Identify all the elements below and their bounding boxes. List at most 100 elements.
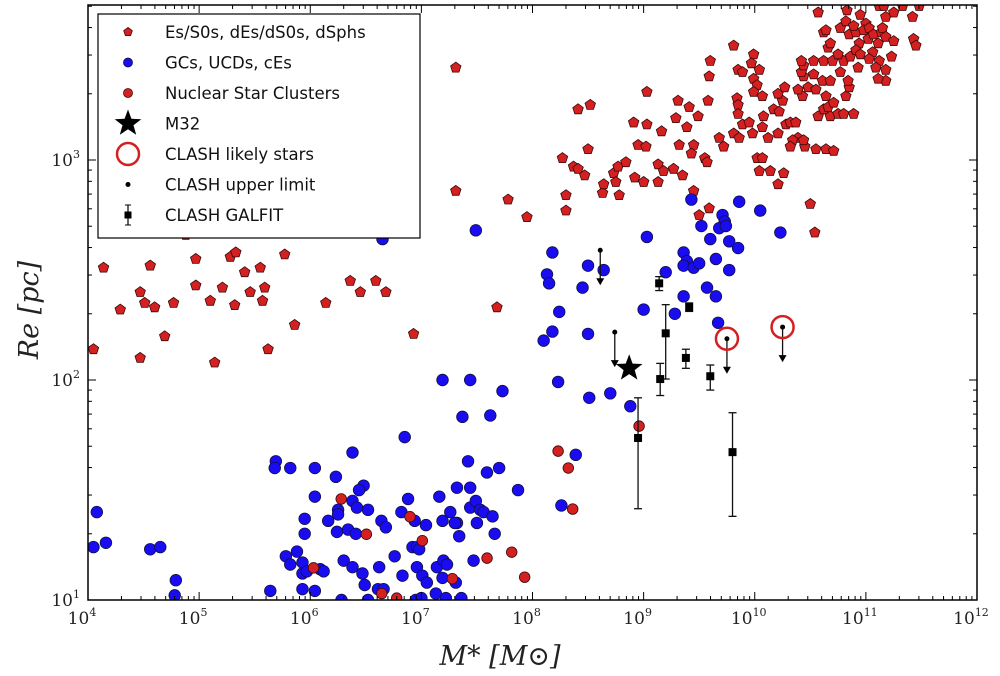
gc-ucd-point [329,470,343,484]
galaxy-point [701,156,713,168]
m32-star [615,354,643,380]
gc-ucd-point [719,219,733,233]
galaxy-point [681,121,693,133]
gc-ucd-point [480,466,494,479]
galaxy-point [702,94,714,106]
galaxy-point [820,90,832,101]
galaxy-point [777,167,790,179]
galaxy-point [757,110,770,122]
galaxy-point [229,299,241,311]
gc-ucd-point [455,591,468,600]
gc-ucd-point [453,529,466,543]
legend-label: M32 [165,115,200,134]
tick-base: 10 [401,609,423,629]
y-axis-label: Re [pc] [14,260,45,360]
galaxy-point [897,5,908,11]
legend-entry: CLASH upper limit [125,176,316,195]
galaxy-point [762,131,774,143]
galaxy-point [746,127,759,139]
gc-ucd-point [469,224,483,237]
galaxy-point [652,158,664,170]
legend-label: CLASH GALFIT [165,206,284,225]
gc-ucd-point [433,490,446,503]
tick-exponent: 6 [312,606,319,619]
galaxy-point [820,143,832,155]
galaxy-point [88,343,100,355]
x-tick-label: 107 [401,606,430,629]
galaxy-point [279,248,291,260]
galaxy-point [491,301,503,313]
gc-ucd-point [88,540,100,554]
galaxy-point [288,318,301,330]
legend-dot-icon [125,182,131,187]
gc-ucd-point [456,410,469,424]
galaxy-point [673,139,685,150]
gc-ucd-point [396,569,409,582]
galaxy-point [764,165,776,176]
x-tick-label: 1012 [953,606,989,629]
galaxy-point [745,57,758,69]
legend-star-icon [114,109,142,135]
galaxy-point [521,211,533,223]
gc-ucd-point [284,461,297,475]
gc-ucd-point [774,226,787,239]
tick-base: 10 [953,609,975,629]
galaxy-point [610,176,622,187]
galaxy-point [847,19,860,31]
gc-ucd-point [356,567,369,580]
upper-limit-arrowhead [610,360,619,368]
galaxy-point [139,296,151,308]
tick-exponent: 8 [534,606,541,619]
galaxy-point [259,281,271,293]
galaxy-point [572,162,584,174]
galaxy-point [870,61,882,73]
tick-exponent: 7 [423,606,430,619]
gc-ucd-point [330,525,344,539]
galaxy-point [596,187,609,198]
gc-ucd-point [555,499,568,512]
galaxy-point [114,303,126,315]
gc-ucd-point [358,578,371,592]
gc-ucd-point [709,252,723,266]
galaxy-point [629,171,641,183]
nsc-point [307,562,320,574]
galaxy-point [910,39,922,51]
galaxy-point [772,178,784,190]
gc-ucd-point [583,391,596,405]
gc-ucd-point [346,446,359,459]
galaxy-point [637,176,650,187]
gc-ucd-point [317,565,330,578]
galaxy-point [582,143,594,155]
nsc-point [633,420,645,432]
galaxy-point [216,281,229,293]
galaxy-point [792,83,804,95]
galaxy-point [807,54,820,66]
gc-ucd-point [168,589,181,600]
gc-ucd-point [581,327,595,341]
axis-ticks [87,5,978,601]
gc-ucd-point [695,219,708,233]
gc-ucd-point [444,505,457,519]
likely-star-ring [714,326,740,351]
tick-exponent: 11 [864,606,878,619]
gc-ucd-point [463,481,477,494]
gc-ucd-point [659,266,672,279]
galaxy-point [640,140,652,152]
galaxy-point [641,85,653,97]
galaxy-point [450,184,462,196]
galaxy-point [254,261,266,273]
galaxy-point [827,144,840,156]
galaxy-point [670,112,682,123]
x-tick-label: 104 [68,606,97,629]
tick-base: 10 [842,609,864,629]
galaxy-point [584,98,596,110]
galaxy-point [687,139,700,150]
upper-limit-arrowhead [778,355,787,363]
galaxy-point [790,116,802,128]
tick-base: 10 [51,371,73,391]
galfit-point [656,375,665,384]
galaxy-point [344,274,356,286]
galaxy-point [717,140,730,152]
galaxy-point [842,74,854,86]
galaxy-point [167,296,180,308]
